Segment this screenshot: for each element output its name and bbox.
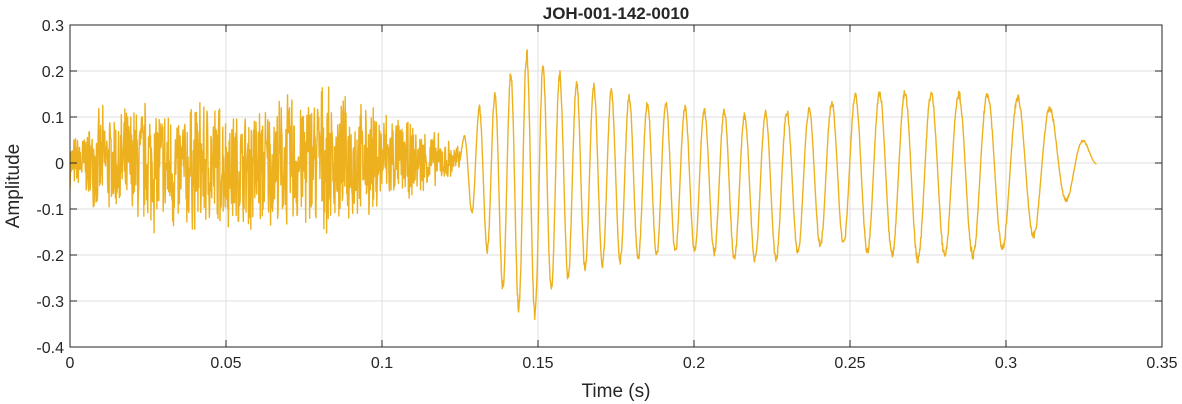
y-tick-label: 0	[55, 156, 64, 173]
x-tick-label: 0.05	[210, 355, 241, 372]
y-tick-label: 0.2	[42, 64, 64, 81]
x-tick-label: 0	[66, 355, 75, 372]
chart-title: JOH-001-142-0010	[543, 4, 689, 23]
x-tick-label: 0.3	[995, 355, 1017, 372]
plot-area-frame	[69, 24, 1163, 348]
y-tick-label: -0.3	[36, 294, 64, 311]
x-axis-label: Time (s)	[582, 381, 651, 402]
y-tick-label: -0.2	[36, 248, 64, 265]
y-tick-label: -0.4	[36, 340, 64, 357]
x-tick-label: 0.1	[371, 355, 393, 372]
tick-marks	[69, 24, 1163, 348]
series-layer	[70, 49, 1097, 321]
y-axis-label: Amplitude	[3, 144, 24, 229]
x-tick-label: 0.2	[683, 355, 705, 372]
x-tick-label: 0.35	[1146, 355, 1177, 372]
y-tick-label: 0.3	[42, 18, 64, 35]
tick-labels: 0 0.05 0.1 0.15 0.2 0.25 0.3 0.35 -0.4 -0.3 -0.2 -0…	[36, 18, 1177, 372]
waveform-series-line	[70, 49, 1097, 321]
y-tick-label: -0.1	[36, 202, 64, 219]
y-tick-label: 0.1	[42, 110, 64, 127]
x-tick-label: 0.25	[834, 355, 865, 372]
x-tick-label: 0.15	[522, 355, 553, 372]
